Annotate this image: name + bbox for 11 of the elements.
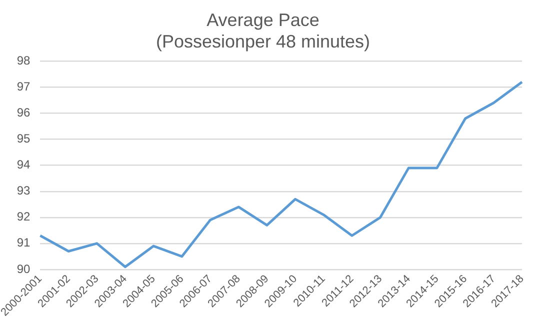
y-tick-label: 91: [16, 236, 31, 250]
text: (Possesionper 48 minutes): [156, 31, 370, 52]
y-tick-label: 96: [16, 106, 31, 120]
y-tick-label: 95: [16, 132, 31, 146]
text: Average Pace: [206, 10, 320, 30]
y-tick-label: 98: [16, 54, 31, 68]
y-tick-label: 92: [16, 210, 31, 224]
y-tick-label: 94: [16, 158, 31, 172]
y-tick-label: 90: [16, 262, 31, 276]
y-tick-label: 93: [16, 184, 31, 198]
y-tick-label: 97: [16, 80, 31, 94]
